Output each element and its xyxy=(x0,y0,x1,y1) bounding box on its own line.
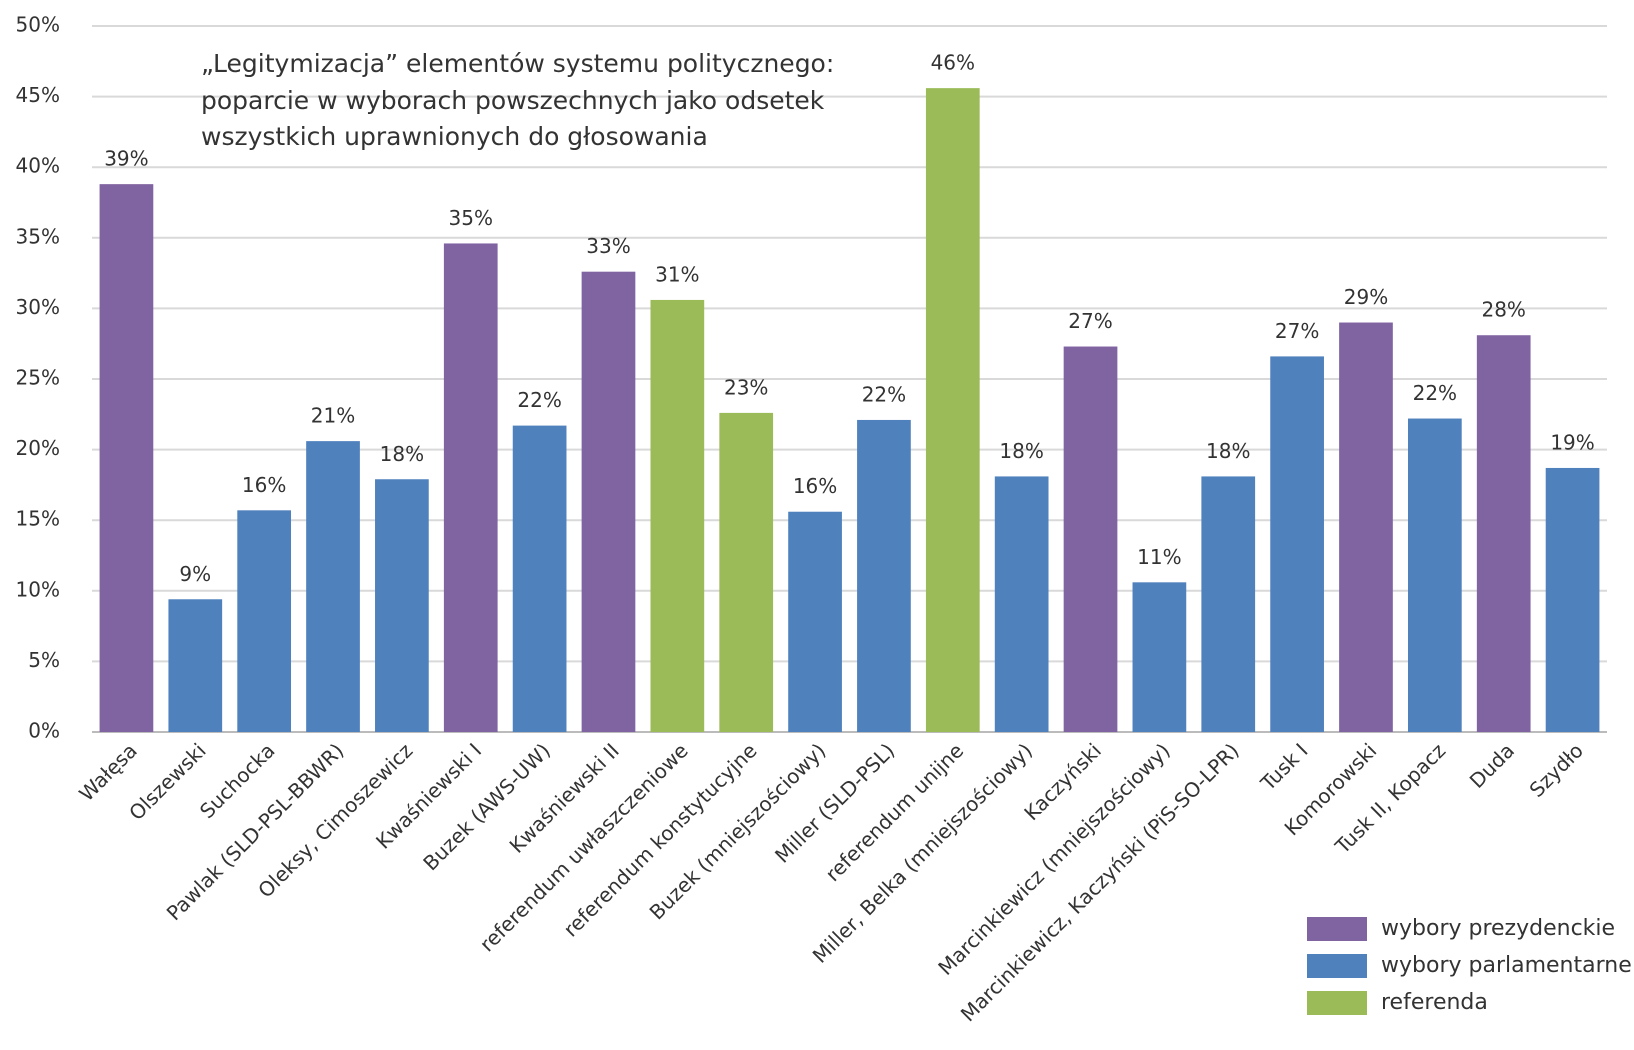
chart-title: „Legitymizacja” elementów systemu polity… xyxy=(201,49,834,78)
bar xyxy=(788,511,842,732)
data-label: 9% xyxy=(179,562,211,586)
data-label: 16% xyxy=(242,473,286,497)
bar xyxy=(857,419,911,732)
y-tick-label: 40% xyxy=(16,154,60,178)
legend-swatch xyxy=(1307,917,1367,941)
data-label: 16% xyxy=(793,474,837,498)
x-tick-label: Szydło xyxy=(1525,738,1588,801)
bar xyxy=(1063,346,1118,732)
data-label: 27% xyxy=(1275,319,1319,343)
data-label: 18% xyxy=(1206,439,1250,463)
chart-title: poparcie w wyborach powszechnych jako od… xyxy=(201,86,825,115)
bar xyxy=(1339,322,1393,732)
data-label: 22% xyxy=(862,382,906,406)
x-tick-label: Tusk I xyxy=(1255,738,1312,795)
bar xyxy=(994,476,1049,732)
bar xyxy=(719,412,774,732)
y-tick-label: 5% xyxy=(28,648,60,672)
bar xyxy=(1407,418,1462,732)
legend-swatch xyxy=(1307,991,1367,1015)
data-label: 28% xyxy=(1481,298,1525,322)
legend-label: referenda xyxy=(1381,990,1488,1015)
bar xyxy=(375,479,429,732)
data-label: 22% xyxy=(517,388,561,412)
legend-label: wybory prezydenckie xyxy=(1381,916,1615,941)
x-tick-label: Miller (SLD-PSL) xyxy=(770,738,899,867)
bar xyxy=(512,425,567,732)
y-tick-label: 20% xyxy=(16,436,60,460)
bar xyxy=(443,243,498,732)
data-label: 33% xyxy=(586,234,630,258)
bar xyxy=(1132,582,1187,732)
data-label: 18% xyxy=(999,439,1043,463)
bar xyxy=(306,441,360,732)
data-label: 11% xyxy=(1137,545,1181,569)
legend-swatch xyxy=(1307,954,1367,978)
y-tick-label: 30% xyxy=(16,295,60,319)
bar xyxy=(1545,467,1600,732)
data-label: 22% xyxy=(1413,381,1457,405)
bar xyxy=(237,510,292,732)
bar xyxy=(650,299,705,732)
bar xyxy=(168,599,223,732)
chart-title: wszystkich uprawnionych do głosowania xyxy=(201,122,708,151)
bar xyxy=(925,88,980,733)
bar xyxy=(1270,356,1324,732)
y-tick-label: 50% xyxy=(16,13,60,37)
data-label: 46% xyxy=(931,51,975,75)
legend-label: wybory parlamentarne xyxy=(1381,953,1632,978)
data-label: 21% xyxy=(311,404,355,428)
bar xyxy=(581,271,636,732)
y-tick-label: 15% xyxy=(16,507,60,531)
data-label: 23% xyxy=(724,375,768,399)
y-tick-label: 45% xyxy=(16,83,60,107)
data-label: 19% xyxy=(1550,430,1594,454)
y-tick-label: 25% xyxy=(16,366,60,390)
x-tick-label: Buzek (AWS-UW) xyxy=(418,738,555,875)
x-tick-label: Duda xyxy=(1465,738,1519,792)
data-label: 39% xyxy=(104,147,148,171)
data-label: 31% xyxy=(655,262,699,286)
y-tick-label: 10% xyxy=(16,577,60,601)
bar xyxy=(1201,476,1256,732)
data-label: 27% xyxy=(1068,309,1112,333)
bar xyxy=(1476,335,1531,732)
y-tick-label: 0% xyxy=(28,719,60,743)
y-tick-label: 35% xyxy=(16,224,60,248)
data-label: 18% xyxy=(380,442,424,466)
data-label: 35% xyxy=(449,206,493,230)
data-label: 29% xyxy=(1344,285,1388,309)
bar xyxy=(99,184,154,733)
x-tick-label: Wałęsa xyxy=(74,738,141,805)
